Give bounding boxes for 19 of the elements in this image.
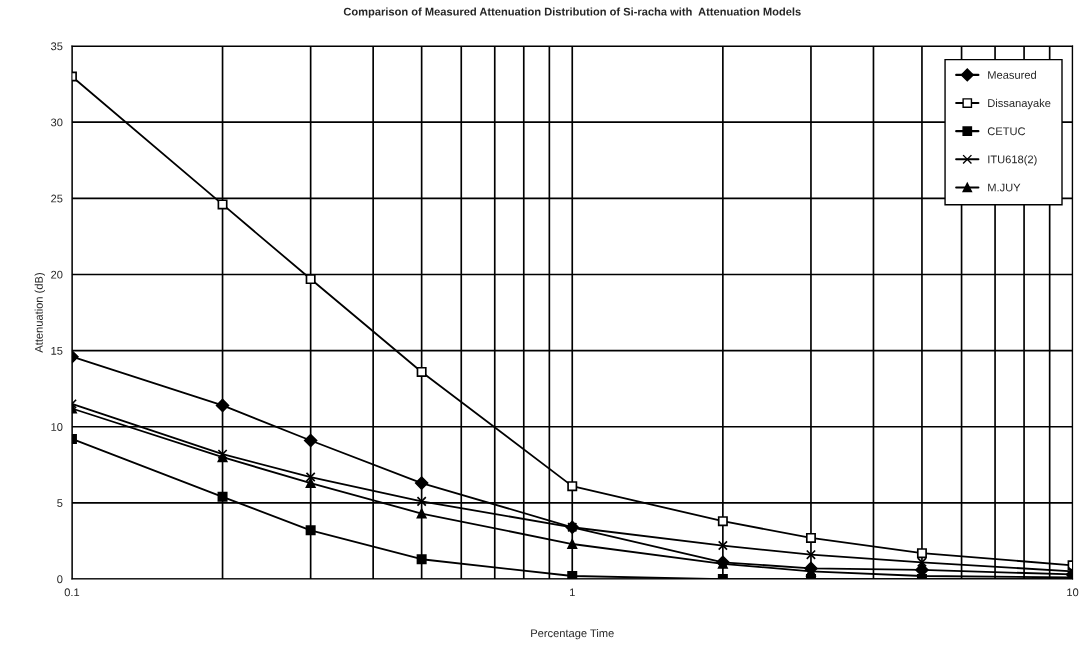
chart-title: Comparison of Measured Attenuation Distribution of Si-racha with Attenuation Models — [343, 7, 801, 18]
y-tick-label: 25 — [51, 194, 63, 203]
x-tick-label: 1 — [570, 588, 575, 597]
y-axis-title: Attenuation (dB) — [34, 273, 45, 353]
x-tick-label: 0.1 — [64, 588, 80, 597]
x-axis-title: Percentage Time — [531, 628, 614, 640]
legend-label: Dissanayake — [988, 98, 1051, 110]
y-tick-label: 20 — [51, 270, 63, 279]
legend-label: Measured — [988, 70, 1036, 79]
y-tick-label: 5 — [57, 499, 63, 508]
y-tick-label: 30 — [50, 118, 63, 127]
y-tick-label: 10 — [51, 423, 63, 431]
legend-label: ITU618(2) — [988, 155, 1037, 166]
y-tick-label: 15 — [51, 347, 63, 355]
y-tick-label: 0 — [57, 575, 63, 584]
legend-label: CETUC — [987, 127, 1026, 136]
y-tick-label: 35 — [50, 42, 63, 51]
legend-label: M.JUY — [988, 183, 1021, 192]
x-tick-label: 10 — [1067, 588, 1079, 597]
